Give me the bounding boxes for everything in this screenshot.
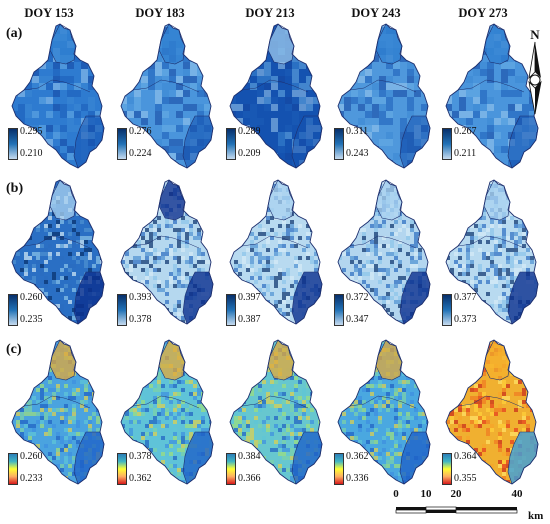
legend-min-value: 0.366: [238, 473, 261, 484]
legend-b-1: 0.393 0.378: [117, 293, 177, 327]
column-header-doy243: DOY 243: [351, 6, 401, 20]
legend-colorbar: [442, 294, 452, 326]
legend-max-value: 0.276: [129, 126, 152, 137]
column-header-doy153: DOY 153: [24, 6, 74, 20]
map-panel-b-doy183: [113, 176, 217, 336]
scale-tick-10: 10: [420, 488, 432, 500]
legend-c-4: 0.364 0.355: [442, 452, 502, 486]
legend-max-value: 0.289: [238, 126, 261, 137]
row-label-a: (a): [6, 26, 23, 41]
legend-colorbar: [8, 128, 18, 160]
legend-colorbar: [442, 453, 452, 485]
legend-max-value: 0.260: [20, 451, 43, 462]
legend-min-value: 0.378: [129, 314, 152, 325]
legend-max-value: 0.378: [129, 451, 152, 462]
legend-max-value: 0.260: [20, 292, 43, 303]
legend-a-1: 0.276 0.224: [117, 127, 177, 161]
row-label-b: (b): [6, 181, 24, 196]
scale-tick-0: 0: [393, 488, 399, 500]
legend-c-2: 0.384 0.366: [226, 452, 286, 486]
legend-max-value: 0.372: [346, 292, 369, 303]
legend-colorbar: [334, 453, 344, 485]
legend-max-value: 0.364: [454, 451, 477, 462]
legend-min-value: 0.347: [346, 314, 369, 325]
legend-min-value: 0.209: [238, 148, 261, 159]
legend-min-value: 0.387: [238, 314, 261, 325]
legend-colorbar: [226, 453, 236, 485]
map-panel-b-doy273: [438, 176, 542, 336]
legend-colorbar: [117, 128, 127, 160]
legend-b-3: 0.372 0.347: [334, 293, 394, 327]
legend-a-4: 0.267 0.211: [442, 127, 502, 161]
legend-colorbar: [334, 294, 344, 326]
map-panel-c-doy213: [222, 336, 326, 496]
legend-min-value: 0.336: [346, 473, 369, 484]
map-panel-a-doy243: [330, 20, 434, 180]
legend-min-value: 0.355: [454, 473, 477, 484]
map-panel-b-doy153: [4, 176, 108, 336]
legend-b-4: 0.377 0.373: [442, 293, 502, 327]
legend-max-value: 0.377: [454, 292, 477, 303]
legend-max-value: 0.362: [346, 451, 369, 462]
scale-bar: 0 10 20 40 km: [380, 488, 546, 522]
legend-max-value: 0.393: [129, 292, 152, 303]
legend-b-0: 0.260 0.235: [8, 293, 68, 327]
legend-a-2: 0.289 0.209: [226, 127, 286, 161]
map-panel-a-doy273: [438, 20, 542, 180]
legend-c-1: 0.378 0.362: [117, 452, 177, 486]
legend-max-value: 0.397: [238, 292, 261, 303]
legend-colorbar: [117, 453, 127, 485]
north-label: N: [530, 28, 540, 42]
map-panel-c-doy153: [4, 336, 108, 496]
legend-min-value: 0.362: [129, 473, 152, 484]
map-panel-c-doy273: [438, 336, 542, 496]
legend-min-value: 0.210: [20, 148, 43, 159]
legend-min-value: 0.235: [20, 314, 43, 325]
legend-b-2: 0.397 0.387: [226, 293, 286, 327]
map-panel-b-doy213: [222, 176, 326, 336]
column-header-doy183: DOY 183: [135, 6, 185, 20]
column-header-doy213: DOY 213: [245, 6, 295, 20]
legend-colorbar: [442, 128, 452, 160]
legend-c-0: 0.260 0.233: [8, 452, 68, 486]
legend-max-value: 0.384: [238, 451, 261, 462]
map-panel-c-doy243: [330, 336, 434, 496]
legend-min-value: 0.224: [129, 148, 152, 159]
column-header-doy273: DOY 273: [458, 6, 508, 20]
map-panel-c-doy183: [113, 336, 217, 496]
legend-colorbar: [334, 128, 344, 160]
legend-colorbar: [117, 294, 127, 326]
legend-c-3: 0.362 0.336: [334, 452, 394, 486]
scale-bar-graphic: [395, 506, 518, 514]
scale-tick-20: 20: [450, 488, 462, 500]
legend-colorbar: [226, 294, 236, 326]
scale-tick-40: 40: [511, 488, 523, 500]
row-label-c: (c): [6, 342, 22, 357]
map-panel-a-doy213: [222, 20, 326, 180]
legend-a-3: 0.311 0.243: [334, 127, 394, 161]
legend-max-value: 0.311: [346, 126, 369, 137]
legend-min-value: 0.211: [454, 148, 477, 159]
legend-min-value: 0.373: [454, 314, 477, 325]
legend-max-value: 0.295: [20, 126, 43, 137]
map-panel-a-doy153: [4, 20, 108, 180]
legend-min-value: 0.243: [346, 148, 369, 159]
legend-max-value: 0.267: [454, 126, 477, 137]
map-panel-b-doy243: [330, 176, 434, 336]
legend-a-0: 0.295 0.210: [8, 127, 68, 161]
scale-unit: km: [528, 510, 544, 522]
legend-colorbar: [8, 453, 18, 485]
north-arrow: N: [524, 27, 546, 116]
legend-min-value: 0.233: [20, 473, 43, 484]
legend-colorbar: [8, 294, 18, 326]
legend-colorbar: [226, 128, 236, 160]
